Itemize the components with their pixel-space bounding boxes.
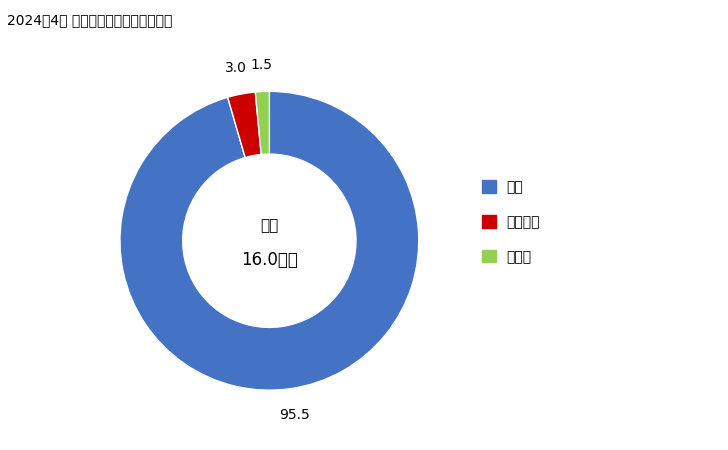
Text: 総額: 総額 (260, 218, 279, 233)
Wedge shape (228, 92, 261, 158)
Text: 1.5: 1.5 (250, 58, 272, 72)
Legend: 中国, メキシコ, その他: 中国, メキシコ, その他 (482, 180, 540, 264)
Text: 3.0: 3.0 (226, 61, 248, 75)
Text: 16.0億円: 16.0億円 (241, 251, 298, 269)
Text: 2024年4月 輸入相手国のシェア（％）: 2024年4月 輸入相手国のシェア（％） (7, 14, 173, 27)
Wedge shape (256, 91, 269, 154)
Text: 95.5: 95.5 (279, 408, 309, 422)
Wedge shape (120, 91, 419, 390)
